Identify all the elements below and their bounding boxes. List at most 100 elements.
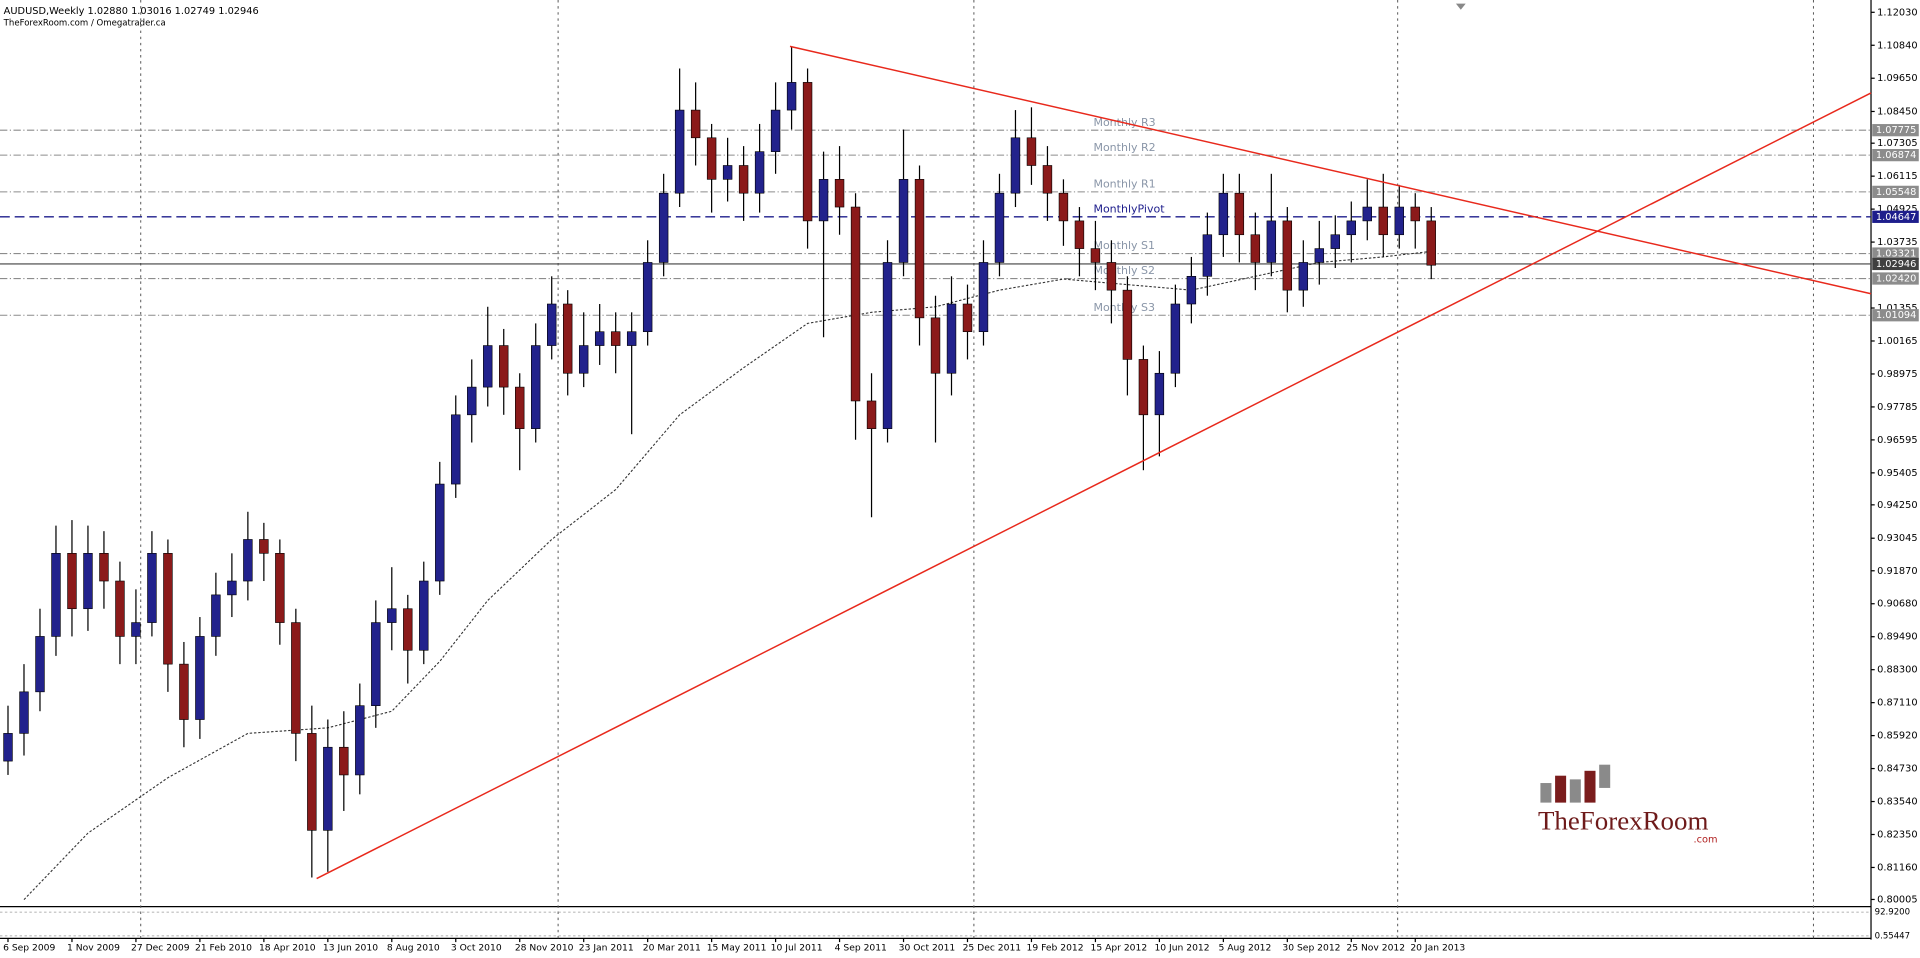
logo-bar [1555,775,1567,803]
candle-body [1026,137,1037,166]
y-tick-label: 0.91870 [1877,566,1917,577]
candle-body [243,539,253,582]
candle-body [35,636,45,693]
x-tick-label: 3 Oct 2010 [451,943,502,954]
level-price-box [1872,272,1919,285]
candle-body [531,345,541,429]
x-tick-label: 27 Dec 2009 [131,943,190,954]
candle-body [914,179,925,319]
logo-text: TheForexRoom [1538,806,1709,836]
candle-body [594,331,605,346]
chart-title: AUDUSD,Weekly 1.02880 1.03016 1.02749 1.… [4,6,259,17]
x-tick-label: 4 Sep 2011 [835,943,887,954]
candle-body [451,414,461,485]
candle-body [1058,192,1069,222]
candle-body [1346,220,1356,236]
candle-body [419,580,429,651]
candle-body [387,608,397,623]
trend-line [789,45,1872,295]
candle-body [1138,359,1149,416]
x-tick-label: 18 Apr 2010 [259,943,316,954]
candle-body [706,137,717,180]
y-tick-label: 1.06115 [1877,171,1917,182]
candle-body [898,179,909,263]
level-name: Monthly S2 [1093,264,1155,277]
candle-body [1218,192,1229,236]
level-price-label: 1.07775 [1876,125,1916,136]
candle-body [674,109,685,194]
candle-body [355,705,365,776]
y-tick-label: 1.09650 [1877,73,1917,84]
y-tick-label: 0.95405 [1877,468,1917,479]
candle-body [658,192,669,263]
level-price-box [1872,210,1919,223]
candle-body [1170,303,1181,374]
candle-body [275,553,285,623]
y-tick-label: 1.07305 [1877,138,1917,149]
candle-body [403,608,413,651]
y-tick-label: 0.85920 [1877,731,1917,742]
y-tick-label: 0.90680 [1877,599,1917,610]
candle-body [626,331,637,346]
y-tick-label: 1.04925 [1877,204,1917,215]
candle-body [467,386,477,416]
candle-body [323,746,333,831]
candle-body [1234,192,1245,236]
candle-body [802,82,813,222]
y-tick-label: 0.88300 [1877,665,1917,676]
candle-body [211,594,221,637]
candle-body [1042,165,1053,194]
candle-body [770,109,781,152]
candle-body [1410,206,1420,222]
candle-body [259,539,269,554]
level-name: Monthly S1 [1093,239,1155,252]
candle-body [754,151,765,194]
x-tick-label: 21 Feb 2010 [195,943,252,954]
level-price-label: 1.05548 [1876,187,1916,198]
logo-suffix: .com [1693,834,1717,845]
candle-body [483,345,493,388]
candle-body [1282,220,1293,291]
y-tick-label: 0.83540 [1877,797,1917,808]
candle-body [962,303,973,333]
x-tick-label: 23 Jan 2011 [579,943,634,954]
moving-average [23,250,1432,900]
candle-body [930,317,941,374]
candle-body [850,206,861,402]
candle-body [1074,220,1085,249]
candle-body [738,165,749,194]
candle-body [1266,220,1277,263]
level-price-label: 1.02420 [1876,274,1916,285]
candle-body [1250,234,1261,263]
level-name: MonthlyPivot [1093,202,1165,215]
candle-body [307,733,317,831]
candle-body [610,331,621,346]
x-tick-label: 1 Nov 2009 [67,943,120,954]
x-tick-label: 20 Jan 2013 [1410,943,1465,954]
y-tick-label: 1.00165 [1877,336,1917,347]
y-tick-label: 0.82350 [1877,830,1917,841]
y-tick-label: 0.93045 [1877,533,1917,544]
logo-bar [1540,783,1552,803]
candle-body [578,345,589,374]
candle-body [1106,262,1117,291]
candle-body [1394,206,1404,236]
x-tick-label: 19 Feb 2012 [1027,943,1084,954]
candle-body [99,553,109,582]
y-tick-label: 0.80005 [1877,894,1917,905]
y-tick-label: 1.08450 [1877,106,1917,117]
y-tick-label: 0.96595 [1877,435,1917,446]
candle-body [834,179,845,208]
level-price-label: 1.06874 [1876,150,1916,161]
candle-body [291,622,301,734]
y-tick-label: 0.84730 [1877,764,1917,775]
candle-body [499,345,509,388]
logo-bar [1569,779,1581,803]
x-tick-label: 30 Oct 2011 [899,943,956,954]
candle-body [435,483,445,582]
indicator-tick-label: 92.9200 [1875,908,1910,918]
candle-body [1090,248,1101,263]
level-price-box [1872,124,1919,137]
